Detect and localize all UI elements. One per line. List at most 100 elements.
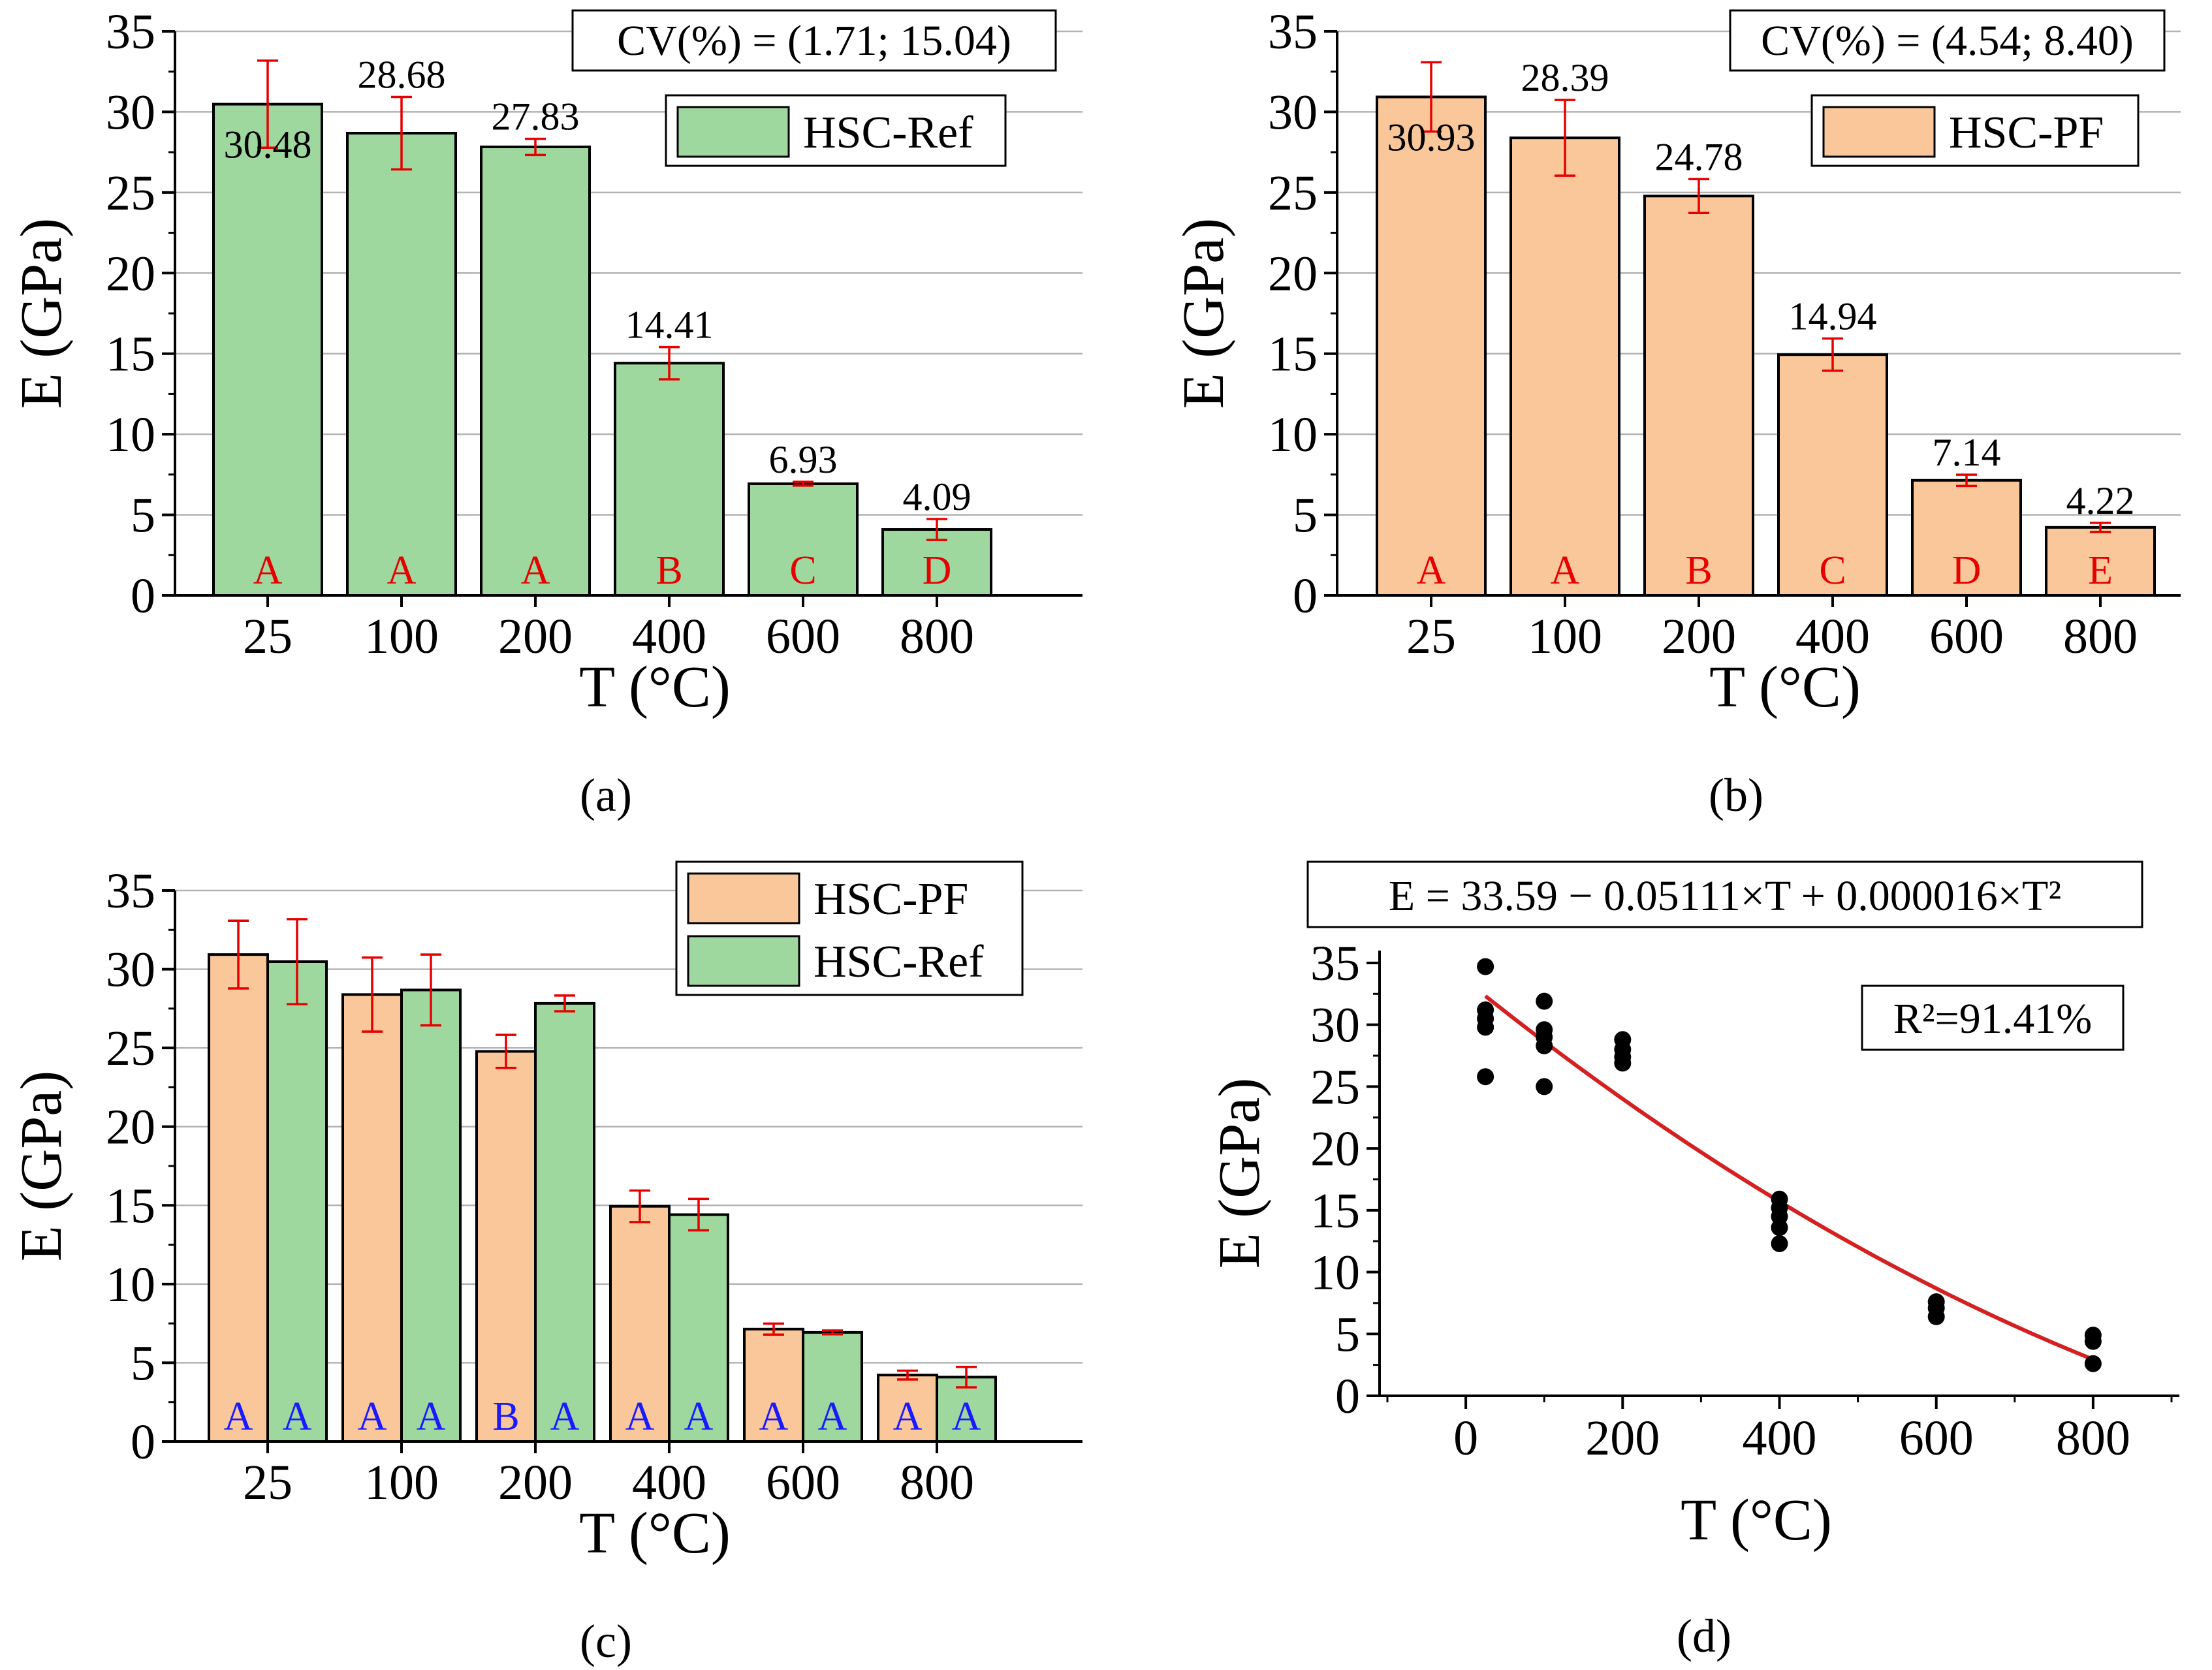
group-letter: A: [283, 1394, 312, 1439]
x-tick-label: 25: [243, 1455, 292, 1510]
y-tick-label: 15: [106, 327, 155, 382]
x-tick-label: 200: [1662, 609, 1736, 664]
y-axis-title: E (GPa): [1171, 218, 1236, 409]
bar-hsc-ref-200: [534, 1001, 595, 1443]
cv-box: [1729, 9, 2166, 72]
data-point: [1477, 1068, 1494, 1086]
value-label: 4.22: [2066, 479, 2135, 522]
r2-box: [1861, 985, 2125, 1051]
group-letter: B: [656, 548, 682, 593]
cv-box: [571, 9, 1057, 72]
group-letter: C: [1819, 548, 1846, 593]
y-tick-label: 10: [1268, 407, 1318, 462]
y-tick-label: 35: [1310, 936, 1360, 991]
panel-label: (b): [1709, 769, 1763, 821]
y-tick-label: 25: [1310, 1060, 1360, 1114]
legend-label: HSC-PF: [814, 874, 968, 924]
bar-hsc-pf-25: [1376, 95, 1487, 597]
value-label: 4.09: [903, 475, 972, 518]
bar-hsc-pf-25: [208, 953, 269, 1443]
y-tick-label: 30: [1268, 85, 1318, 140]
bar-hsc-ref-25: [266, 960, 328, 1443]
y-tick-label: 0: [131, 569, 155, 623]
chart-panel-a: A30.4825A28.68100A27.83200B14.41400C6.93…: [9, 5, 1082, 821]
x-tick-label: 400: [632, 1455, 706, 1510]
x-tick-label: 100: [364, 609, 439, 664]
value-label: 30.93: [1387, 116, 1476, 159]
value-label: 28.39: [1521, 56, 1609, 99]
data-point: [1536, 992, 1553, 1010]
x-tick-label: 100: [364, 1455, 439, 1510]
bar-hsc-pf-400: [1777, 353, 1888, 597]
bar-hsc-ref-100: [346, 132, 457, 597]
group-letter: A: [358, 1394, 387, 1439]
bar-hsc-pf-100: [1509, 136, 1620, 597]
data-point: [1536, 1037, 1553, 1054]
equation-text: E = 33.59 − 0.05111×T + 0.000016×T²: [1389, 872, 2061, 920]
y-tick-label: 0: [131, 1415, 155, 1470]
r2-text: R²=91.41%: [1893, 995, 2093, 1043]
group-letter: D: [1952, 548, 1982, 593]
panel-label: (d): [1677, 1610, 1731, 1662]
group-letter: A: [759, 1394, 789, 1439]
data-point: [1771, 1219, 1788, 1237]
y-axis-title: E (GPa): [9, 218, 74, 409]
y-tick-label: 10: [106, 1257, 155, 1312]
data-point: [1614, 1054, 1632, 1072]
y-tick-label: 30: [106, 943, 155, 998]
panel-label: (a): [580, 769, 632, 821]
cv-text: CV(%) = (4.54; 8.40): [1761, 17, 2134, 65]
x-tick-label: 400: [1743, 1411, 1817, 1466]
y-tick-label: 30: [106, 85, 155, 140]
group-letter: A: [417, 1394, 446, 1439]
legend-swatch-hsc-ref: [687, 935, 800, 987]
data-point: [2084, 1332, 2102, 1350]
y-tick-label: 5: [131, 488, 155, 543]
legend-label: HSC-Ref: [803, 108, 973, 158]
y-tick-label: 5: [1293, 488, 1318, 543]
y-tick-label: 10: [106, 407, 155, 462]
y-tick-label: 30: [1310, 998, 1360, 1053]
x-axis-title: T (°C): [579, 1501, 731, 1566]
bar-hsc-ref-600: [748, 482, 859, 597]
x-tick-label: 100: [1528, 609, 1602, 664]
cv-text: CV(%) = (1.71; 15.04): [617, 17, 1011, 65]
bar-hsc-pf-600: [1911, 479, 2022, 597]
group-letter: E: [2088, 548, 2113, 593]
y-axis-title: E (GPa): [1207, 1078, 1272, 1268]
x-tick-label: 800: [900, 609, 974, 664]
value-label: 24.78: [1655, 135, 1743, 178]
bar-hsc-pf-200: [1643, 195, 1754, 597]
group-letter: A: [684, 1394, 714, 1439]
bar-hsc-pf-100: [341, 993, 403, 1443]
group-letter: A: [521, 548, 550, 593]
data-point: [1927, 1308, 1945, 1325]
group-letter: A: [893, 1394, 923, 1439]
y-tick-label: 5: [1335, 1307, 1360, 1362]
value-label: 30.48: [224, 123, 312, 166]
group-letter: A: [818, 1394, 847, 1439]
data-point: [1477, 958, 1494, 975]
group-letter: B: [492, 1394, 519, 1439]
data-point: [1477, 1018, 1494, 1036]
value-label: 7.14: [1933, 431, 2001, 474]
x-tick-label: 200: [498, 609, 573, 664]
x-tick-label: 25: [243, 609, 292, 664]
group-letter: C: [789, 548, 816, 593]
group-letter: A: [952, 1394, 981, 1439]
group-letter: B: [1685, 548, 1712, 593]
x-tick-label: 600: [766, 1455, 840, 1510]
y-tick-label: 35: [106, 5, 155, 59]
y-tick-label: 15: [1310, 1184, 1360, 1238]
value-label: 6.93: [769, 438, 838, 481]
legend-swatch-hsc-pf: [1822, 106, 1936, 158]
bar-hsc-pf-200: [475, 1050, 537, 1443]
y-tick-label: 35: [1268, 5, 1318, 59]
y-tick-label: 25: [106, 1021, 155, 1076]
x-axis-title: T (°C): [1681, 1488, 1832, 1552]
x-tick-label: 400: [1795, 609, 1870, 664]
data-point: [1536, 1078, 1553, 1095]
y-tick-label: 10: [1310, 1246, 1360, 1300]
group-letter: A: [550, 1394, 580, 1439]
